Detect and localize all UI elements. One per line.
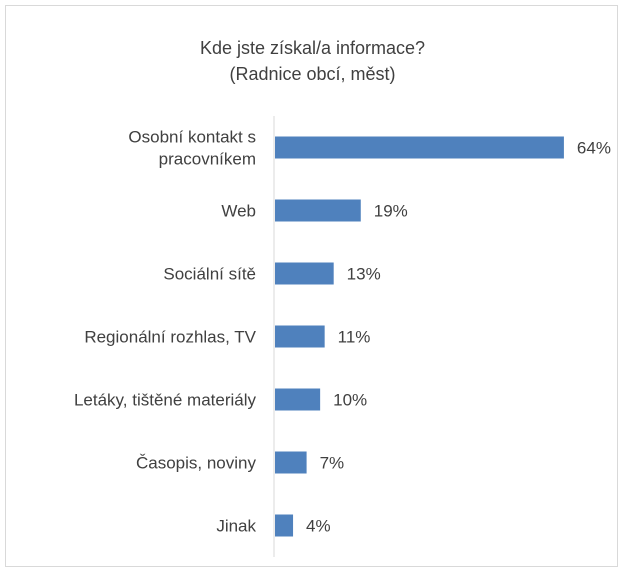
- category-label-4: Letáky, tištěné materiály: [74, 391, 257, 410]
- category-label-0: Osobní kontakt s pracovníkem: [128, 128, 256, 169]
- category-label-line: Web: [221, 202, 256, 221]
- category-label-5: Časopis, noviny: [136, 454, 257, 473]
- data-label-2: 13%: [347, 265, 381, 284]
- bar-5: [275, 451, 307, 474]
- data-label-6: 4%: [306, 517, 331, 536]
- category-label-2: Sociální sítě: [163, 265, 256, 284]
- category-label-line: pracovníkem: [159, 150, 256, 169]
- bar-4: [275, 388, 321, 411]
- chart-title: Kde jste získal/a informace?: [199, 38, 426, 58]
- bar-0: [275, 136, 564, 159]
- category-label-line: Jinak: [216, 517, 256, 536]
- category-label-line: Regionální rozhlas, TV: [84, 328, 256, 347]
- category-label-6: Jinak: [216, 517, 256, 536]
- category-label-line: Osobní kontakt s: [128, 128, 256, 147]
- data-label-0: 64%: [577, 139, 611, 158]
- bar-3: [275, 325, 325, 348]
- category-label-line: Časopis, noviny: [136, 454, 257, 473]
- data-label-1: 19%: [374, 202, 408, 221]
- category-label-3: Regionální rozhlas, TV: [84, 328, 256, 347]
- bar-2: [275, 262, 334, 285]
- data-label-4: 10%: [333, 391, 367, 410]
- data-label-5: 7%: [320, 454, 345, 473]
- bar-6: [275, 514, 294, 537]
- category-label-line: Sociální sítě: [163, 265, 256, 284]
- bar-1: [275, 199, 361, 222]
- chart-frame: [5, 5, 618, 567]
- category-label-1: Web: [221, 202, 256, 221]
- bars-layer: 64% Osobní kontakt s pracovníkem 19% Web 13% S…: [74, 128, 611, 537]
- chart-subtitle: (Radnice obcí, měst): [229, 64, 396, 84]
- category-label-line: Letáky, tištěné materiály: [74, 391, 257, 410]
- data-label-3: 11%: [338, 328, 371, 347]
